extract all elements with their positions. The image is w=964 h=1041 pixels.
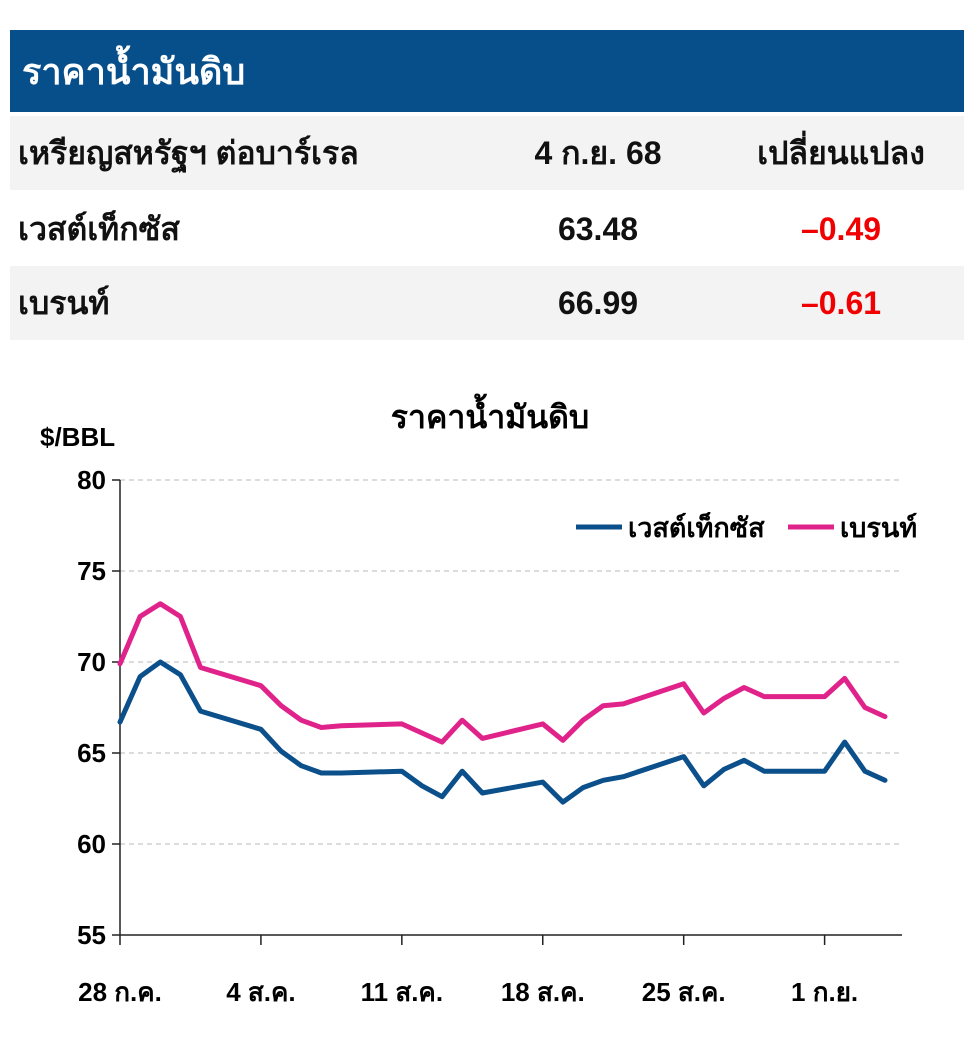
table-header-row: เหรียญสหรัฐฯ ต่อบาร์เรล 4 ก.ย. 68 เปลี่ย… [10, 116, 964, 190]
x-tick-label: 4 ส.ค. [226, 977, 295, 1007]
row-price: 63.48 [557, 210, 639, 247]
row-change: –0.61 [800, 284, 882, 321]
gridlines [120, 479, 902, 845]
y-tick-label: 55 [77, 920, 106, 950]
y-tick-label: 80 [77, 465, 106, 495]
row-price: 66.99 [557, 284, 639, 321]
table-title-banner: ราคาน้ำมันดิบ [10, 30, 964, 112]
series-line-brent [117, 601, 888, 745]
legend-label: เวสต์เท็กซัส [628, 510, 765, 543]
x-tick-label: 25 ส.ค. [642, 977, 726, 1007]
table-row-brent: เบรนท์ 66.99 –0.61 [10, 266, 964, 340]
axes [112, 479, 902, 945]
series-line-wti [117, 659, 888, 805]
row-name: เบรนท์ [18, 284, 110, 321]
y-tick-label: 70 [77, 647, 106, 677]
chart-title: ราคาน้ำมันดิบ [391, 393, 589, 435]
x-tick-label: 28 ก.ค. [78, 977, 162, 1007]
y-tick-label: 75 [77, 556, 106, 586]
row-name: เวสต์เท็กซัส [18, 210, 180, 247]
legend-label: เบรนท์ [840, 512, 917, 543]
tick-labels: 55 60 65 70 75 80 28 ก.ค. 4 ส.ค. 11 ส.ค. 18 ส.ค. 2… [77, 465, 858, 1007]
x-tick-label: 18 ส.ค. [501, 977, 585, 1007]
header-date: 4 ก.ย. 68 [534, 134, 662, 171]
series-lines [117, 601, 888, 805]
header-change: เปลี่ยนแปลง [757, 134, 925, 171]
oil-price-chart: ราคาน้ำมันดิบ $/BBL 55 60 65 70 75 80 28 ก.ค. 4… [40, 393, 917, 1007]
x-tick-label: 1 ก.ย. [791, 977, 858, 1007]
table-row-wti: เวสต์เท็กซัส 63.48 –0.49 [10, 192, 964, 266]
x-tick-label: 11 ส.ค. [361, 977, 443, 1007]
y-axis-label: $/BBL [40, 422, 115, 452]
y-tick-label: 65 [77, 738, 106, 768]
legend: เวสต์เท็กซัส เบรนท์ [576, 510, 917, 543]
row-change: –0.49 [800, 210, 882, 247]
y-tick-label: 60 [77, 829, 106, 859]
table-title: ราคาน้ำมันดิบ [22, 50, 246, 92]
header-unit-label: เหรียญสหรัฐฯ ต่อบาร์เรล [18, 134, 359, 171]
